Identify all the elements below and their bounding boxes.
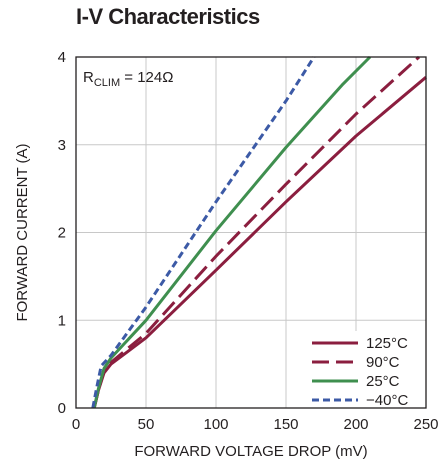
x-tick-label: 250	[413, 416, 438, 433]
y-tick-label: 0	[58, 400, 66, 417]
x-tick-label: 0	[72, 416, 80, 433]
plot-frame	[75, 56, 427, 409]
x-tick-label: 150	[273, 416, 298, 433]
legend-label: 125°C	[366, 335, 408, 352]
y-tick-label: 1	[58, 312, 66, 329]
x-tick-label: 100	[203, 416, 228, 433]
rclim-value: = 124Ω	[120, 69, 173, 86]
rclim-subscript: CLIM	[94, 77, 120, 89]
y-tick-label: 4	[58, 49, 66, 66]
legend: 125°C 90°C 25°C −40°C	[312, 335, 408, 409]
series-line	[92, 55, 372, 409]
tick-labels: 0 50 100 150 200 250 0 1 2 3 4	[58, 49, 439, 433]
legend-label: −40°C	[366, 392, 408, 409]
chart-title: I-V Characteristics	[76, 4, 260, 29]
y-axis-label: FORWARD CURRENT (A)	[14, 143, 31, 321]
legend-label: 25°C	[366, 373, 400, 390]
x-tick-label: 50	[138, 416, 155, 433]
legend-label: 90°C	[366, 354, 400, 371]
rclim-main: R	[83, 69, 94, 86]
y-tick-label: 2	[58, 225, 66, 242]
rclim-annotation: RCLIM = 124Ω	[83, 69, 173, 89]
x-tick-label: 200	[343, 416, 368, 433]
series-line	[91, 56, 316, 409]
y-tick-label: 3	[58, 137, 66, 154]
x-axis-label: FORWARD VOLTAGE DROP (mV)	[134, 443, 367, 460]
series-layer	[91, 55, 427, 409]
